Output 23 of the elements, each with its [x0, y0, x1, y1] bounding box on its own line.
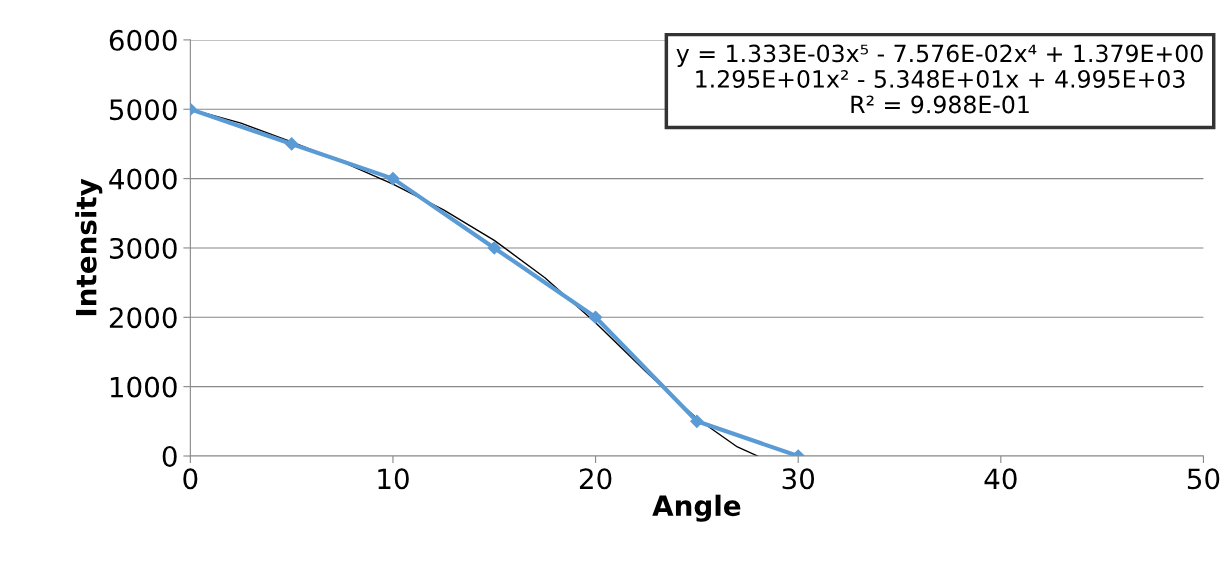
- point: [487, 241, 501, 255]
- point: [690, 414, 704, 428]
- y-tick-label: 4000: [109, 168, 177, 190]
- annotation: y = 1.333E-03x⁵ - 7.576E-02x⁴ + 1.379E+00: [676, 44, 1203, 67]
- point: [285, 137, 299, 151]
- x-axis-title: Angle: [652, 494, 741, 522]
- x-tick-label: 30: [782, 468, 815, 490]
- x-tick-label: 20: [579, 468, 612, 490]
- annotation: 1.295E+01x² - 5.348E+01x + 4.995E+03: [696, 70, 1185, 88]
- x-tick-label: 0: [183, 468, 198, 490]
- y-tick-label: 5000: [109, 99, 177, 121]
- point: [588, 310, 603, 324]
- annotation: R² = 9.988E-01: [851, 95, 1029, 114]
- x-tick-label: 10: [378, 468, 409, 490]
- x-tick-label: 50: [1187, 468, 1220, 490]
- y-tick-label: 2000: [109, 307, 177, 329]
- y-tick-label: 0: [162, 445, 177, 467]
- y-tick-label: 1000: [110, 376, 177, 398]
- x-tick-label: 40: [984, 468, 1017, 490]
- y-axis-title: Intensity: [75, 178, 103, 316]
- y-tick-label: 3000: [109, 237, 177, 259]
- point: [386, 172, 400, 186]
- y-tick-label: 6000: [109, 29, 177, 51]
